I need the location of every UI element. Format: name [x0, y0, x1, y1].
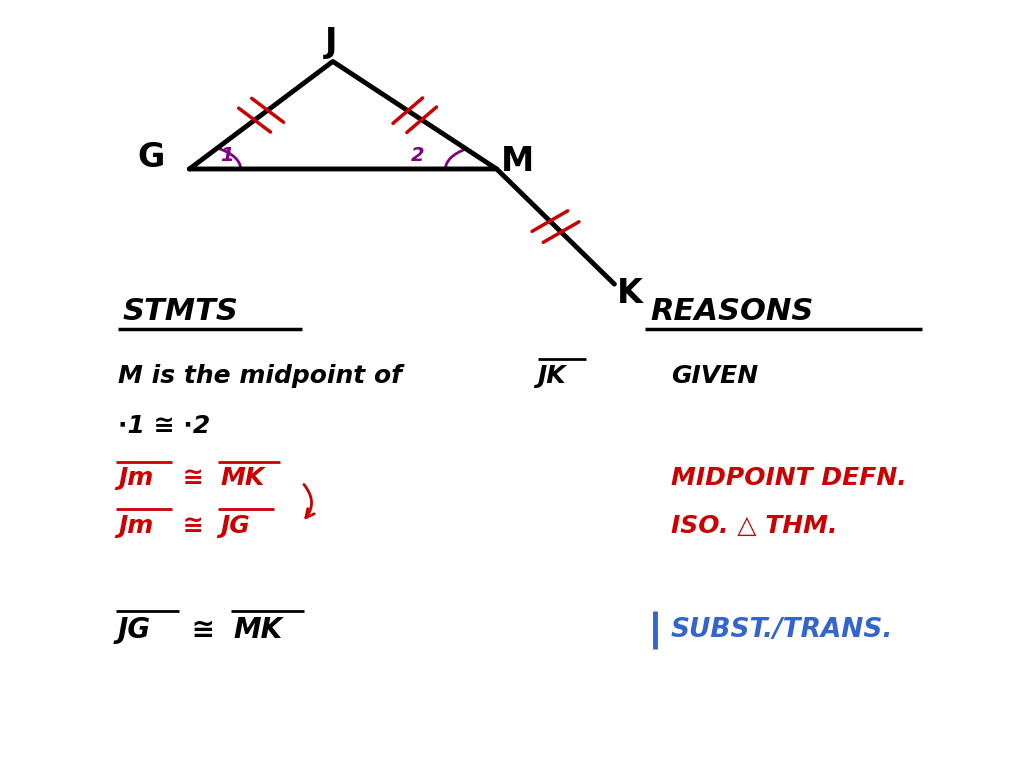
Text: ≅: ≅ [182, 616, 225, 644]
Text: J: J [325, 26, 337, 58]
Text: STMTS: STMTS [123, 296, 239, 326]
Text: Jm: Jm [118, 466, 153, 491]
Text: ≅: ≅ [174, 514, 213, 538]
Text: JG: JG [220, 514, 250, 538]
Text: REASONS: REASONS [650, 296, 814, 326]
Text: G: G [138, 141, 165, 174]
Text: ∙1 ≅ ∙2: ∙1 ≅ ∙2 [118, 414, 210, 439]
Text: K: K [616, 277, 643, 310]
Text: JG: JG [118, 616, 151, 644]
Text: MK: MK [220, 466, 264, 491]
Text: MK: MK [233, 616, 283, 644]
Text: M is the midpoint of: M is the midpoint of [118, 364, 411, 389]
Text: ISO. △ THM.: ISO. △ THM. [671, 514, 838, 538]
Text: M: M [501, 145, 534, 177]
Text: 1: 1 [220, 147, 234, 165]
Text: ≅: ≅ [174, 466, 213, 491]
Text: JK: JK [538, 364, 566, 389]
Text: 2: 2 [411, 147, 425, 165]
Text: SUBST./TRANS.: SUBST./TRANS. [671, 617, 893, 643]
Text: GIVEN: GIVEN [671, 364, 758, 389]
Text: MIDPOINT DEFN.: MIDPOINT DEFN. [671, 466, 906, 491]
Text: Jm: Jm [118, 514, 153, 538]
